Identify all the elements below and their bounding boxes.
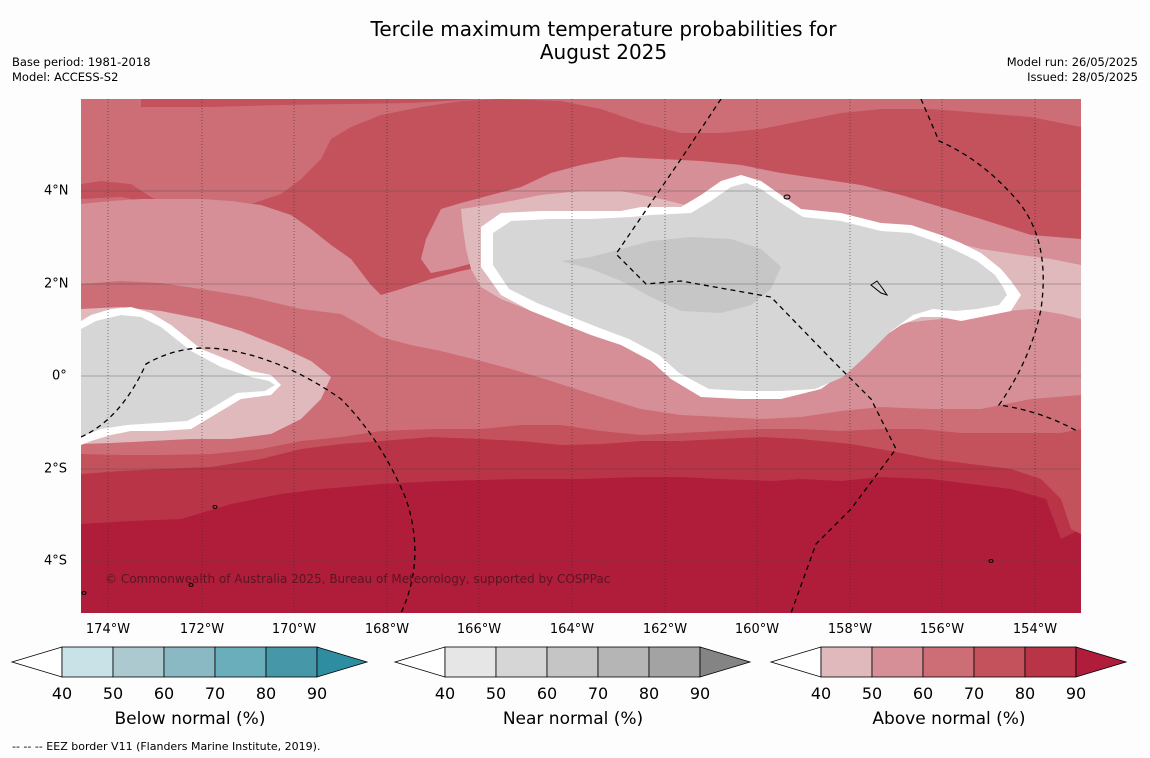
- colorbar-above: [769, 646, 1128, 678]
- meta-right: Model run: 26/05/2025 Issued: 28/05/2025: [1007, 55, 1138, 85]
- copyright-notice: © Commonwealth of Australia 2025, Bureau…: [105, 572, 610, 586]
- lon-tick: 174°W: [85, 622, 131, 637]
- near-tick: 90: [689, 684, 711, 703]
- above-tick: 70: [963, 684, 985, 703]
- lon-tick: 164°W: [549, 622, 595, 637]
- legend-title-near: Near normal (%): [502, 709, 644, 729]
- below-tick: 90: [306, 684, 328, 703]
- lon-tick: 154°W: [1012, 622, 1058, 637]
- below-tick: 50: [102, 684, 124, 703]
- title-line-1: Tercile maximum temperature probabilitie…: [370, 17, 837, 41]
- title-line-2: August 2025: [539, 40, 668, 64]
- above-tick: 80: [1014, 684, 1036, 703]
- colorbar-near: [393, 646, 752, 678]
- lon-tick: 168°W: [364, 622, 410, 637]
- colorbar-below: [10, 646, 369, 678]
- above-tick: 50: [861, 684, 883, 703]
- near-tick: 70: [587, 684, 609, 703]
- above-tick: 60: [912, 684, 934, 703]
- near-tick: 60: [536, 684, 558, 703]
- eez-borders: [81, 99, 1078, 613]
- lat-tick: 2°N: [44, 276, 69, 292]
- near-tick: 80: [638, 684, 660, 703]
- islands: [81, 194, 994, 595]
- lon-tick: 170°W: [271, 622, 317, 637]
- near-tick: 40: [434, 684, 456, 703]
- lon-tick: 162°W: [642, 622, 688, 637]
- above-tick: 90: [1065, 684, 1087, 703]
- below-tick: 60: [153, 684, 175, 703]
- below-tick: 80: [255, 684, 277, 703]
- map-lat-lines: [81, 190, 1081, 562]
- lat-tick: 4°S: [44, 553, 68, 569]
- above-tick: 40: [810, 684, 832, 703]
- map-panel: © Commonwealth of Australia 2025, Bureau…: [81, 99, 1081, 613]
- lat-tick: 0°: [52, 368, 67, 384]
- issued-date: Issued: 28/05/2025: [1027, 70, 1138, 84]
- probability-map: © Commonwealth of Australia 2025, Bureau…: [81, 99, 1081, 613]
- chart-title: Tercile maximum temperature probabilitie…: [0, 18, 1150, 64]
- near-normal-50-central: [561, 237, 781, 313]
- lon-tick: 156°W: [919, 622, 965, 637]
- base-period: Base period: 1981-2018: [12, 55, 151, 69]
- near-tick: 50: [485, 684, 507, 703]
- meta-left: Base period: 1981-2018 Model: ACCESS-S2: [12, 55, 151, 85]
- colorbars: [10, 646, 1128, 678]
- lon-tick: 160°W: [734, 622, 780, 637]
- lon-tick: 158°W: [827, 622, 873, 637]
- lon-tick: 172°W: [179, 622, 225, 637]
- model-run: Model run: 26/05/2025: [1006, 55, 1138, 69]
- below-tick: 40: [51, 684, 73, 703]
- below-tick: 70: [204, 684, 226, 703]
- eez-footnote: -- -- -- EEZ border V11 (Flanders Marine…: [12, 740, 321, 753]
- lat-tick: 2°S: [44, 461, 68, 477]
- model-name: Model: ACCESS-S2: [12, 70, 119, 84]
- legend-title-above: Above normal (%): [872, 709, 1026, 729]
- lon-tick: 166°W: [456, 622, 502, 637]
- lat-tick: 4°N: [44, 183, 69, 199]
- legend-title-below: Below normal (%): [114, 709, 266, 729]
